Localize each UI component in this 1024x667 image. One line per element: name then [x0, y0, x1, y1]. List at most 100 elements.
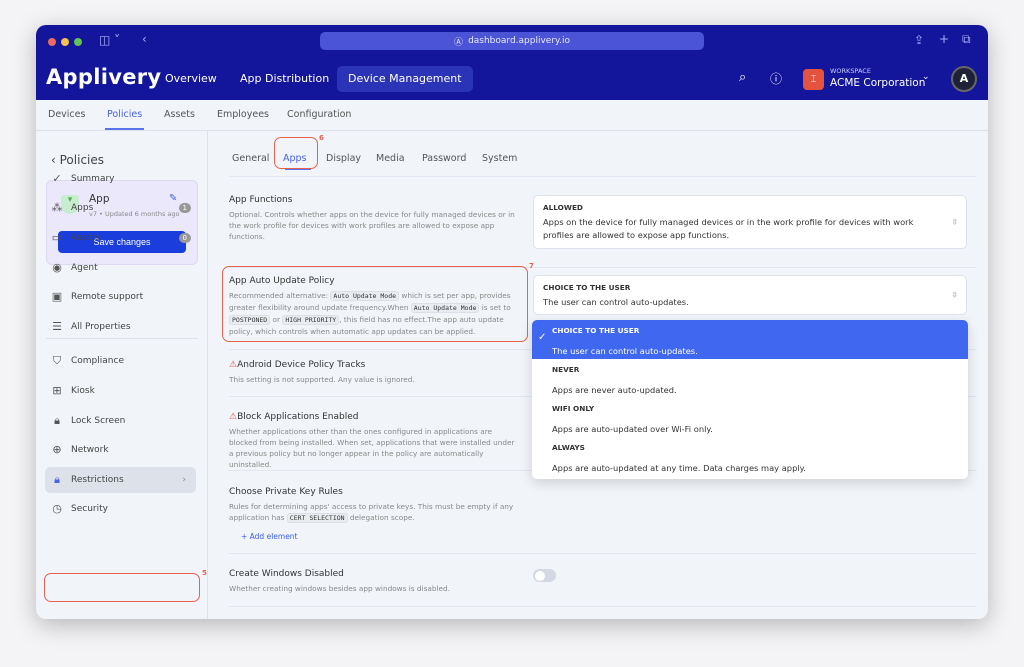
warning-icon: ⚠: [229, 360, 238, 370]
sidebar-item-label: Lock Screen: [71, 416, 126, 426]
setting-title: Create Windows Disabled: [229, 569, 344, 579]
add-element-button[interactable]: + Add element: [241, 532, 298, 541]
policy-name: App: [89, 193, 110, 205]
option-label: WIFI ONLY: [552, 404, 595, 413]
nav-device-management[interactable]: Device Management: [337, 66, 473, 92]
sidebar-item-label: Compliance: [71, 356, 124, 366]
subnav-configuration[interactable]: Configuration: [287, 109, 352, 120]
dropdown-option-wifi-only[interactable]: WIFI ONLY Apps are auto-updated over Wi-F…: [532, 398, 968, 437]
chevron-right-icon: ›: [182, 475, 186, 485]
sidebar-item-kiosk[interactable]: ⊞ Kiosk: [51, 384, 196, 397]
workspace-selector[interactable]: ACME Corporation: [830, 77, 926, 89]
tab-system[interactable]: System: [482, 153, 518, 164]
apps-icon: ⁂: [51, 201, 63, 214]
globe-icon: ⊕: [52, 443, 62, 456]
applivery-logo[interactable]: Applivery: [46, 65, 162, 89]
sidebar-item-lock-screen[interactable]: 🔒︎ Lock Screen: [51, 414, 196, 428]
policy-meta: v7 • Updated 6 months ago: [89, 210, 180, 218]
share-icon[interactable]: ⇪: [914, 33, 925, 47]
option-label: CHOICE TO THE USER: [552, 326, 640, 335]
tabs-overview-icon[interactable]: ⧉: [962, 32, 971, 46]
sidebar-item-assets[interactable]: ▭ Assets 0: [51, 231, 196, 244]
option-description: The user can control auto-updates.: [552, 346, 698, 356]
option-description: Apps are auto-updated at any time. Data …: [552, 463, 807, 473]
sidebar-item-restrictions[interactable]: 🔒︎ Restrictions ›: [45, 467, 196, 493]
subnav-assets[interactable]: Assets: [164, 109, 195, 120]
selected-description: Apps on the device for fully managed dev…: [543, 217, 914, 240]
dropdown-option-choice-to-the-user[interactable]: ✓ CHOICE TO THE USER The user can control …: [532, 320, 968, 359]
subnav-employees[interactable]: Employees: [217, 109, 269, 120]
sidebar-item-compliance[interactable]: ⛉ Compliance: [51, 354, 196, 368]
close-window-button[interactable]: [48, 38, 56, 46]
sidebar: ‹ Policies ▾ App v7 • Updated 6 months a…: [36, 131, 208, 619]
tab-display[interactable]: Display: [326, 153, 362, 164]
minimize-window-button[interactable]: [61, 38, 69, 46]
nav-app-distribution[interactable]: App Distribution: [240, 72, 330, 85]
setting-description: Optional. Controls whether apps on the d…: [229, 210, 515, 241]
tab-password[interactable]: Password: [422, 153, 467, 164]
setting-title: Choose Private Key Rules: [229, 487, 343, 497]
avatar[interactable]: A: [951, 66, 977, 92]
chevron-down-icon[interactable]: ⌄: [922, 72, 930, 82]
tab-general[interactable]: General: [232, 153, 270, 164]
app-functions-select[interactable]: ALLOWED Apps on the device for fully man…: [533, 195, 967, 249]
back-icon[interactable]: ‹: [142, 32, 147, 46]
count-badge: 0: [178, 232, 191, 243]
workspace-logo: ⌶: [803, 69, 824, 90]
annotation-5: 5: [202, 569, 207, 577]
sidebar-item-label: Network: [71, 444, 109, 455]
setting-title: App Auto Update Policy: [229, 276, 335, 286]
sidebar-item-label: Agent: [71, 262, 98, 273]
check-circle-icon: ✓: [52, 172, 62, 185]
sidebar-item-all-properties[interactable]: ☰ All Properties: [51, 320, 196, 333]
sidebar-item-network[interactable]: ⊕ Network: [51, 443, 196, 456]
tab-media[interactable]: Media: [376, 153, 405, 164]
option-label: ALWAYS: [552, 443, 585, 452]
selected-value: CHOICE TO THE USER: [543, 283, 631, 292]
back-to-policies[interactable]: ‹ Policies: [51, 153, 105, 167]
clock-icon: ◷: [52, 502, 62, 515]
new-tab-icon[interactable]: +: [939, 32, 950, 46]
plus-icon: +: [241, 532, 250, 541]
setting-description: Rules for determining apps' access to pr…: [229, 502, 514, 523]
subnav-devices[interactable]: Devices: [48, 109, 86, 120]
create-windows-toggle[interactable]: [533, 569, 556, 582]
lock-icon: 🔒︎: [54, 414, 60, 427]
sidebar-item-summary[interactable]: ✓ Summary: [51, 172, 196, 185]
sidebar-item-label: Kiosk: [71, 385, 95, 396]
search-icon[interactable]: ⌕: [739, 70, 747, 85]
sidebar-item-security[interactable]: ◷ Security: [51, 502, 196, 515]
rows-icon: ☰: [52, 320, 62, 333]
sidebar-toggle-icon[interactable]: ◫ ˅: [99, 33, 121, 47]
tab-apps[interactable]: Apps: [283, 153, 307, 164]
nav-overview[interactable]: Overview: [165, 72, 217, 85]
save-changes-button[interactable]: Save changes: [58, 231, 186, 253]
sidebar-item-remote-support[interactable]: ▣ Remote support: [51, 290, 196, 303]
edit-icon[interactable]: ✎: [169, 193, 178, 204]
sidebar-item-label: All Properties: [71, 321, 131, 332]
divider: [46, 338, 198, 339]
workspace-label: WORKSPACE: [830, 67, 871, 75]
subnav-policies[interactable]: Policies: [104, 109, 145, 130]
sidebar-item-label: Remote support: [71, 291, 144, 302]
dropdown-option-always[interactable]: ALWAYS Apps are auto-updated at any time.…: [532, 437, 968, 476]
sidebar-item-label: Assets: [71, 232, 101, 243]
sidebar-item-apps[interactable]: ⁂ Apps 1: [51, 201, 196, 214]
setting-auto-update: App Auto Update Policy Recommended alter…: [229, 268, 976, 350]
chevron-updown-icon: ⇳: [951, 290, 958, 300]
grid-icon: ⊞: [52, 384, 62, 397]
auto-update-select[interactable]: CHOICE TO THE USER The user can control …: [533, 275, 967, 315]
setting-title: Android Device Policy Tracks: [237, 360, 366, 370]
zoom-window-button[interactable]: [74, 38, 82, 46]
help-icon[interactable]: ⓘ: [770, 72, 783, 86]
highlight-restrictions: [44, 573, 200, 602]
dropdown-option-never[interactable]: NEVER Apps are never auto-updated.: [532, 359, 968, 398]
sidebar-item-label: Apps: [71, 202, 94, 213]
portrait-icon: ▣: [51, 290, 63, 303]
sidebar-item-label: Security: [71, 503, 108, 514]
highlight-auto-update: [222, 266, 528, 342]
setting-app-functions: App Functions Optional. Controls whether…: [229, 176, 976, 268]
sidebar-item-agent[interactable]: ◉ Agent: [51, 261, 196, 274]
